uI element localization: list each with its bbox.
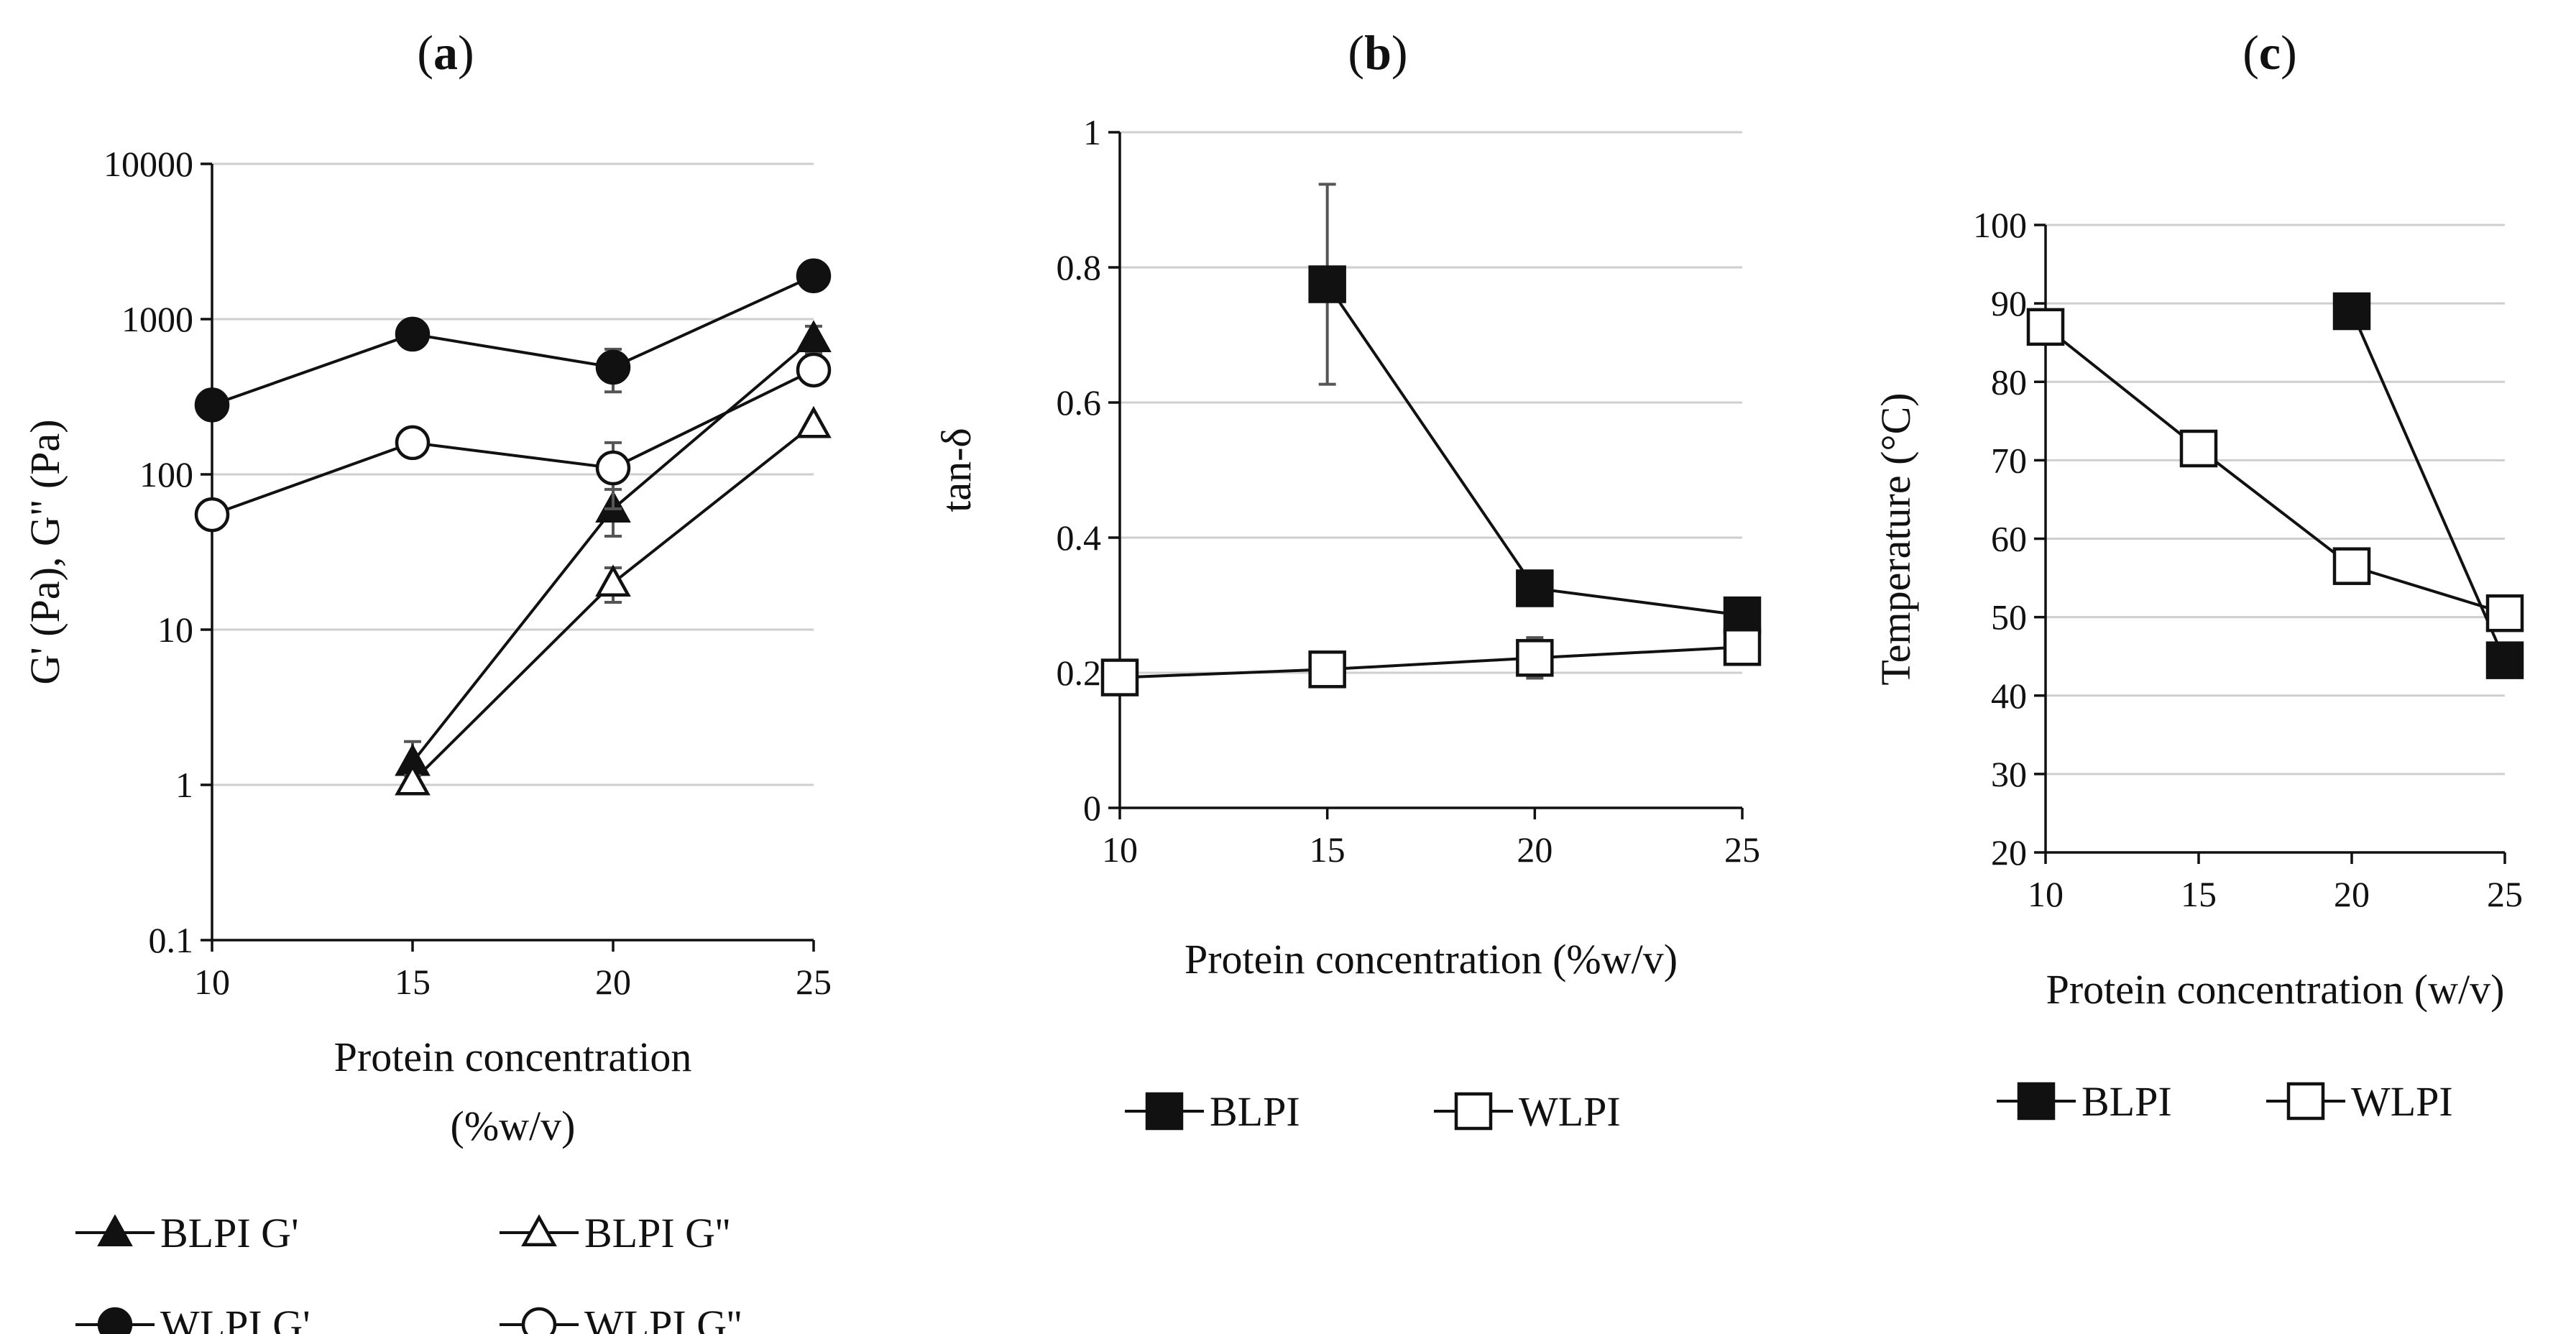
panel-a-xtick-label: 10 [194, 962, 230, 1002]
panel-b-legend-wlpi-marker [1454, 1092, 1493, 1131]
panel-c-xtick-label: 15 [2181, 874, 2217, 914]
panel-a-series-wlpi-g-loss-point [194, 497, 230, 533]
panel-c-ytick-label: 40 [1991, 676, 2027, 716]
panel-b-xtick-label: 10 [1102, 829, 1138, 870]
panel-a-legend-wlpi-g-storage-label: WLPI G' [160, 1302, 310, 1334]
panel-b-xtick-label: 20 [1517, 829, 1552, 870]
panel-a-xtick-label: 20 [595, 962, 631, 1002]
panel-b-ytick-label: 0.4 [1057, 518, 1102, 558]
panel-b-xtick-label: 15 [1310, 829, 1346, 870]
panel-b-xtick-label: 25 [1724, 829, 1760, 870]
panel-c-xtick-label: 20 [2334, 874, 2370, 914]
panel-a-legend-wlpi-g-loss-marker [521, 1307, 557, 1334]
panel-a-label: (a) [417, 25, 474, 80]
panel-b-ytick-label: 0 [1083, 788, 1101, 828]
panel-a-series-wlpi-g-loss-point [395, 425, 431, 461]
panel-a-ytick-label: 10000 [104, 144, 193, 184]
panel-c-ytick-label: 80 [1991, 362, 2027, 402]
panel-a-ytick-label: 1000 [121, 299, 193, 339]
panel-c-ytick-label: 90 [1991, 283, 2027, 323]
panel-c-ytick-label: 50 [1991, 597, 2027, 638]
panel-c-legend-blpi-marker [2017, 1082, 2056, 1121]
panel-a-xtick-label: 15 [395, 962, 431, 1002]
panel-a-x-axis-label: (%w/v) [451, 1103, 576, 1149]
panel-c-series-blpi-point [2332, 292, 2371, 331]
panel-a-series-wlpi-g-storage-point [796, 258, 832, 294]
panel-a-series-blpi-g-storage-line [411, 337, 815, 763]
panel-c-series-blpi-line [2350, 310, 2506, 661]
panel-a-legend-blpi-g-loss-marker [521, 1214, 557, 1247]
panel-c-series-wlpi-point [2026, 308, 2065, 346]
panel-c-legend-wlpi-label: WLPI [2351, 1078, 2453, 1125]
panel-c-legend-blpi-label: BLPI [2082, 1078, 2172, 1125]
panel-c-series-blpi-point [2485, 641, 2524, 679]
panel-a-chart: (a) 0.1 1 10 100 1000 10000 10 15 20 25 G' (Pa), G"… [22, 25, 832, 1334]
panel-b-ytick-label: 0.8 [1057, 247, 1102, 288]
panel-c-xtick-label: 25 [2487, 874, 2523, 914]
panel-a-x-axis-label: Protein concentration [334, 1034, 692, 1080]
panel-b-label: (b) [1348, 25, 1407, 80]
panel-b-legend-wlpi-label: WLPI [1519, 1088, 1621, 1135]
panel-b-series-wlpi-point [1723, 628, 1762, 666]
panel-b-y-axis-label: tan-δ [933, 428, 980, 512]
panel-b-ytick-label: 1 [1083, 112, 1101, 152]
panel-c-y-axis-label: Temperature (°C) [1872, 392, 1919, 685]
panel-a-ytick-label: 100 [139, 454, 193, 494]
panel-a-ytick-label: 1 [175, 765, 193, 805]
panel-c-xtick-label: 10 [2028, 874, 2064, 914]
panel-a-y-axis-label: G' (Pa), G" (Pa) [22, 419, 68, 684]
panel-a-legend-wlpi-g-storage-marker [97, 1307, 133, 1334]
panel-b-series-wlpi-line [1119, 645, 1743, 679]
panel-b-ytick-label: 0.6 [1057, 382, 1102, 423]
panel-c-label: (c) [2242, 25, 2297, 80]
panel-a-series-wlpi-g-storage-point [194, 387, 230, 423]
panel-a-series-wlpi-g-storage-point [595, 349, 631, 385]
panel-b-legend-blpi-marker [1145, 1092, 1184, 1131]
panel-a-ytick-label: 0.1 [149, 920, 194, 960]
panel-a-legend-blpi-g-loss-label: BLPI G'' [584, 1210, 730, 1256]
panel-b-series-wlpi-point [1516, 639, 1554, 677]
panel-a-series-wlpi-g-loss-point [796, 352, 832, 388]
panel-b-series-blpi-point [1516, 569, 1554, 607]
panel-b-series-wlpi-point [1308, 650, 1346, 689]
panel-b-series-blpi-point [1308, 265, 1346, 303]
panel-a-series-blpi-g-loss-point [395, 763, 431, 796]
panel-c-series-wlpi-line [2044, 326, 2506, 615]
panel-c-ytick-label: 60 [1991, 519, 2027, 559]
panel-b-series-wlpi-point [1100, 658, 1139, 696]
panel-a-series-wlpi-g-storage-line [211, 274, 814, 407]
panel-c-ytick-label: 70 [1991, 440, 2027, 480]
panel-c-ytick-label: 30 [1991, 754, 2027, 794]
panel-a-series-blpi-g-loss-point [796, 405, 832, 438]
panel-c-x-axis-label: Protein concentration (w/v) [2046, 966, 2505, 1013]
panel-b-chart: (b) 0 0.2 0.4 0.6 0.8 1 10 15 20 25 tan-δ Protein co… [933, 25, 1762, 1135]
panel-b-series-blpi-line [1326, 283, 1743, 617]
panel-a-xtick-label: 25 [796, 962, 832, 1002]
panel-b-ytick-label: 0.2 [1057, 653, 1102, 693]
panel-a-legend-wlpi-g-loss-label: WLPI G'' [584, 1302, 742, 1334]
panel-a-series-blpi-g-loss-point [595, 564, 631, 597]
panel-a-ytick-label: 10 [157, 610, 193, 650]
panel-a-series-wlpi-g-storage-point [395, 316, 431, 352]
panel-a-legend-blpi-g-storage-marker [97, 1214, 133, 1247]
panel-c-series-wlpi-point [2485, 594, 2524, 632]
panel-b-legend-blpi-label: BLPI [1210, 1088, 1300, 1135]
panel-a-series-wlpi-g-loss-line [211, 369, 814, 516]
panel-a-series-blpi-g-storage-point [796, 320, 832, 353]
panel-b-series-blpi-point [1723, 596, 1762, 635]
panel-c-ytick-label: 100 [1973, 205, 2027, 245]
panel-c-series-wlpi-point [2179, 429, 2218, 468]
panel-a-series-wlpi-g-loss-point [595, 450, 631, 486]
panel-c-chart: (c) 20 30 40 50 60 70 80 90 100 10 15 20 25 Temperatur… [1872, 25, 2524, 1125]
panel-a-legend-blpi-g-storage-label: BLPI G' [160, 1210, 299, 1256]
panel-c-ytick-label: 20 [1991, 832, 2027, 873]
panel-b-x-axis-label: Protein concentration (%w/v) [1184, 936, 1678, 983]
panel-c-series-wlpi-point [2332, 547, 2371, 585]
panel-c-legend-wlpi-marker [2286, 1082, 2325, 1121]
